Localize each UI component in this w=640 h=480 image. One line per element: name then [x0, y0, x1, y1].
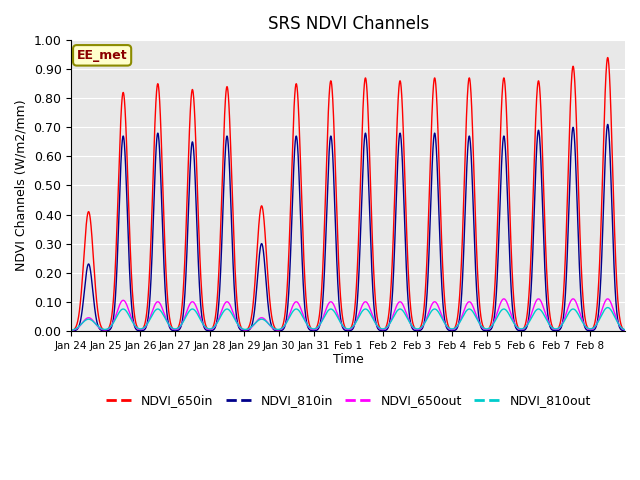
Text: EE_met: EE_met [77, 49, 127, 62]
NDVI_810in [86, 268, 94, 274]
NDVI_650in [67, 328, 75, 334]
X-axis label: Time: Time [333, 353, 364, 366]
NDVI_650out [328, 299, 335, 305]
Line: NDVI_810out: NDVI_810out [71, 308, 625, 330]
Legend: NDVI_650in, NDVI_810in, NDVI_650out, NDVI_810out: NDVI_650in, NDVI_810in, NDVI_650out, NDV… [100, 389, 596, 412]
NDVI_810in [405, 307, 413, 313]
NDVI_810in [390, 262, 397, 268]
NDVI_650in [405, 281, 413, 287]
NDVI_650in [86, 218, 94, 224]
Title: SRS NDVI Channels: SRS NDVI Channels [268, 15, 429, 33]
NDVI_650out [390, 310, 397, 316]
NDVI_810in [621, 328, 629, 334]
NDVI_650out [86, 315, 94, 321]
NDVI_650in [490, 301, 497, 307]
NDVI_810in [67, 328, 75, 334]
NDVI_650out [490, 320, 497, 325]
NDVI_650in [621, 327, 629, 333]
NDVI_810out [280, 323, 288, 329]
NDVI_650in [280, 317, 288, 323]
NDVI_650out [405, 317, 413, 323]
NDVI_810in [490, 319, 497, 324]
NDVI_810out [604, 305, 612, 311]
NDVI_650in [328, 81, 335, 86]
Line: NDVI_810in: NDVI_810in [71, 124, 625, 331]
NDVI_650out [604, 296, 612, 302]
NDVI_650in [390, 216, 397, 222]
NDVI_810out [86, 317, 94, 323]
NDVI_810in [280, 325, 288, 331]
Line: NDVI_650out: NDVI_650out [71, 299, 625, 331]
NDVI_810out [390, 313, 397, 319]
NDVI_810out [490, 321, 497, 326]
Y-axis label: NDVI Channels (W/m2/mm): NDVI Channels (W/m2/mm) [15, 100, 28, 271]
NDVI_810out [621, 327, 629, 333]
NDVI_810out [405, 318, 413, 324]
NDVI_810in [604, 121, 612, 127]
NDVI_650in [604, 55, 612, 60]
NDVI_650out [280, 324, 288, 329]
NDVI_810out [328, 306, 335, 312]
NDVI_650out [621, 327, 629, 333]
NDVI_810in [328, 136, 335, 142]
NDVI_650out [67, 328, 75, 334]
Line: NDVI_650in: NDVI_650in [71, 58, 625, 331]
NDVI_810out [67, 327, 75, 333]
